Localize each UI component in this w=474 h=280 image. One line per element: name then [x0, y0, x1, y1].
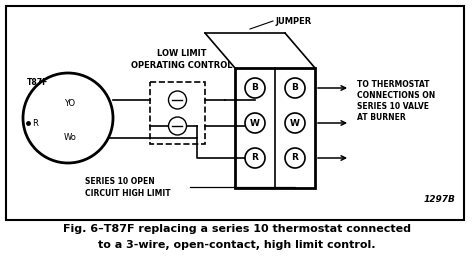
Text: AT BURNER: AT BURNER — [357, 113, 406, 122]
Text: 1297B: 1297B — [424, 195, 456, 204]
Text: B: B — [292, 83, 299, 92]
Text: SERIES 10 VALVE: SERIES 10 VALVE — [357, 102, 429, 111]
Text: T87F: T87F — [27, 78, 48, 87]
Text: W: W — [290, 118, 300, 127]
Text: B: B — [252, 83, 258, 92]
Bar — [235, 68, 315, 188]
Text: LOW LIMIT: LOW LIMIT — [157, 50, 207, 59]
Circle shape — [245, 113, 265, 133]
Text: JUMPER: JUMPER — [275, 17, 311, 25]
Text: TO THERMOSTAT: TO THERMOSTAT — [357, 80, 429, 89]
Text: CIRCUIT HIGH LIMIT: CIRCUIT HIGH LIMIT — [85, 188, 171, 197]
Text: to a 3-wire, open-contact, high limit control.: to a 3-wire, open-contact, high limit co… — [98, 240, 376, 250]
Text: W: W — [250, 118, 260, 127]
Circle shape — [245, 78, 265, 98]
Bar — [150, 82, 205, 144]
Text: Fig. 6–T87F replacing a series 10 thermostat connected: Fig. 6–T87F replacing a series 10 thermo… — [63, 224, 411, 234]
Text: R: R — [32, 118, 38, 127]
Text: YO: YO — [64, 99, 75, 109]
Text: SERIES 10 OPEN: SERIES 10 OPEN — [85, 178, 155, 186]
Circle shape — [168, 91, 186, 109]
Text: OPERATING CONTROL: OPERATING CONTROL — [131, 62, 233, 71]
Circle shape — [285, 113, 305, 133]
Text: CONNECTIONS ON: CONNECTIONS ON — [357, 91, 435, 100]
Circle shape — [168, 117, 186, 135]
Text: Wo: Wo — [64, 134, 76, 143]
Text: R: R — [252, 153, 258, 162]
Text: R: R — [292, 153, 299, 162]
Circle shape — [285, 148, 305, 168]
Circle shape — [23, 73, 113, 163]
Circle shape — [245, 148, 265, 168]
Bar — [6, 6, 464, 220]
Circle shape — [285, 78, 305, 98]
